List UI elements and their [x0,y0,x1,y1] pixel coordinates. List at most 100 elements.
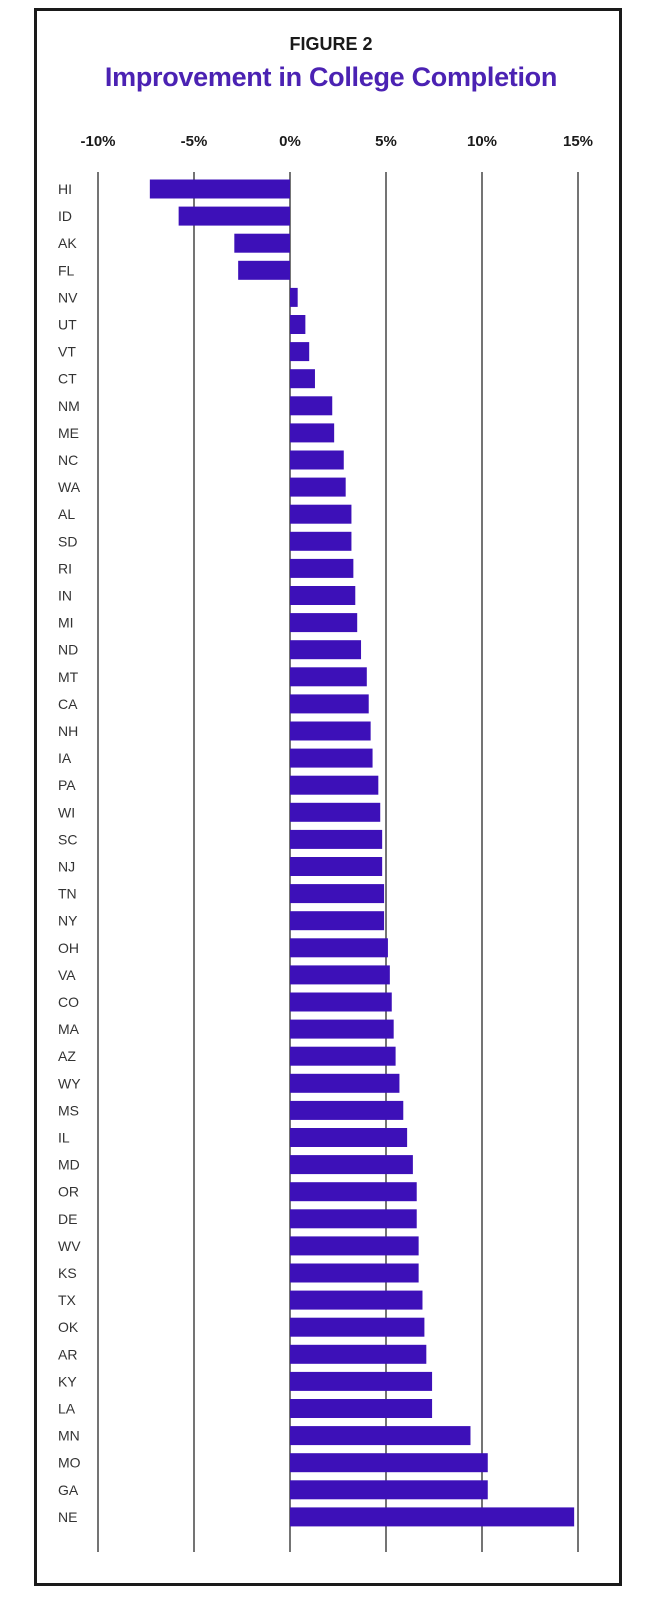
x-tick-label: 15% [563,133,593,150]
bar [290,748,373,768]
bar [290,1399,433,1418]
category-label: KY [58,1373,77,1389]
bar [290,667,367,687]
x-tick-label: 10% [467,133,497,150]
category-label: LA [58,1401,76,1417]
category-label: VT [58,344,76,360]
category-label: SC [58,831,77,847]
bar [290,1128,408,1147]
category-label: MA [58,1021,80,1037]
x-tick-label: 0% [279,133,301,150]
bar [290,504,352,524]
bar [290,287,298,307]
bar [290,396,333,416]
category-label: UT [58,317,77,333]
bar [290,938,388,958]
bar [290,694,369,714]
category-label: WI [58,804,75,820]
category-label: ND [58,642,78,658]
category-label: NH [58,723,78,739]
category-label: MD [58,1157,80,1173]
bar [290,450,344,470]
category-label: AK [58,235,77,251]
bar [290,1480,488,1500]
bar [290,911,385,931]
category-label: KS [58,1265,77,1281]
category-label: TX [58,1292,77,1308]
x-tick-label: -10% [80,133,115,150]
category-label: DE [58,1211,77,1227]
bar [290,1263,419,1283]
bar [290,1453,488,1473]
bar [290,477,346,497]
category-label: WV [58,1238,81,1254]
category-label: OK [58,1319,79,1335]
bar [290,613,358,633]
category-label: NJ [58,859,75,875]
category-label: WY [58,1075,81,1091]
bar [290,829,383,849]
bar [290,342,310,362]
tick-labels: -10% -5% 0% 5% 10% 15% [80,133,593,150]
bar [290,1100,404,1120]
bar [290,802,381,822]
bar [290,315,306,334]
category-label: NM [58,398,80,414]
category-label: RI [58,560,72,576]
bar [290,558,354,578]
bar [290,775,379,795]
bar [290,1209,417,1229]
category-label: NE [58,1509,77,1525]
category-label: AR [58,1346,77,1362]
category-label: NV [58,289,78,305]
bar [290,884,385,904]
category-label: ME [58,425,79,441]
category-label: IL [58,1130,70,1146]
bar [234,233,290,253]
bar [290,1236,419,1256]
bar [290,423,335,443]
category-label: AZ [58,1048,76,1064]
category-label: GA [58,1482,79,1498]
category-label: ID [58,208,72,224]
category-label: CA [58,696,78,712]
bar [290,1046,396,1066]
bar [290,1371,433,1391]
category-label: MI [58,615,74,631]
bar [290,1344,427,1364]
bar [290,1290,423,1310]
category-labels: HI ID AK FL NV UT VT CT NM ME NC WA AL SD RI IN MI ND MT CA… [58,181,81,1525]
bar [290,1182,417,1202]
bar [290,1155,413,1175]
category-label: MN [58,1428,80,1444]
category-label: IA [58,750,72,766]
figure-label: FIGURE 2 [289,34,373,54]
bar [290,992,392,1012]
category-label: MO [58,1455,81,1471]
bar [238,260,290,280]
bar [290,586,356,605]
bar [290,1073,400,1093]
category-label: NC [58,452,78,468]
bar [178,206,290,226]
category-label: NY [58,913,78,929]
category-label: WA [58,479,81,495]
category-label: PA [58,777,76,793]
category-label: MS [58,1102,79,1118]
category-label: HI [58,181,72,197]
bar [290,1317,425,1337]
bar [290,857,383,876]
bar [290,965,390,985]
category-label: IN [58,588,72,604]
bar [290,1507,575,1527]
category-label: OR [58,1184,79,1200]
bars [149,179,575,1527]
bar [290,531,352,551]
chart-title: Improvement in College Completion [104,62,558,92]
bar [149,179,290,199]
bar [290,1426,471,1446]
category-label: SD [58,533,77,549]
category-label: FL [58,262,75,278]
category-label: AL [58,506,75,522]
